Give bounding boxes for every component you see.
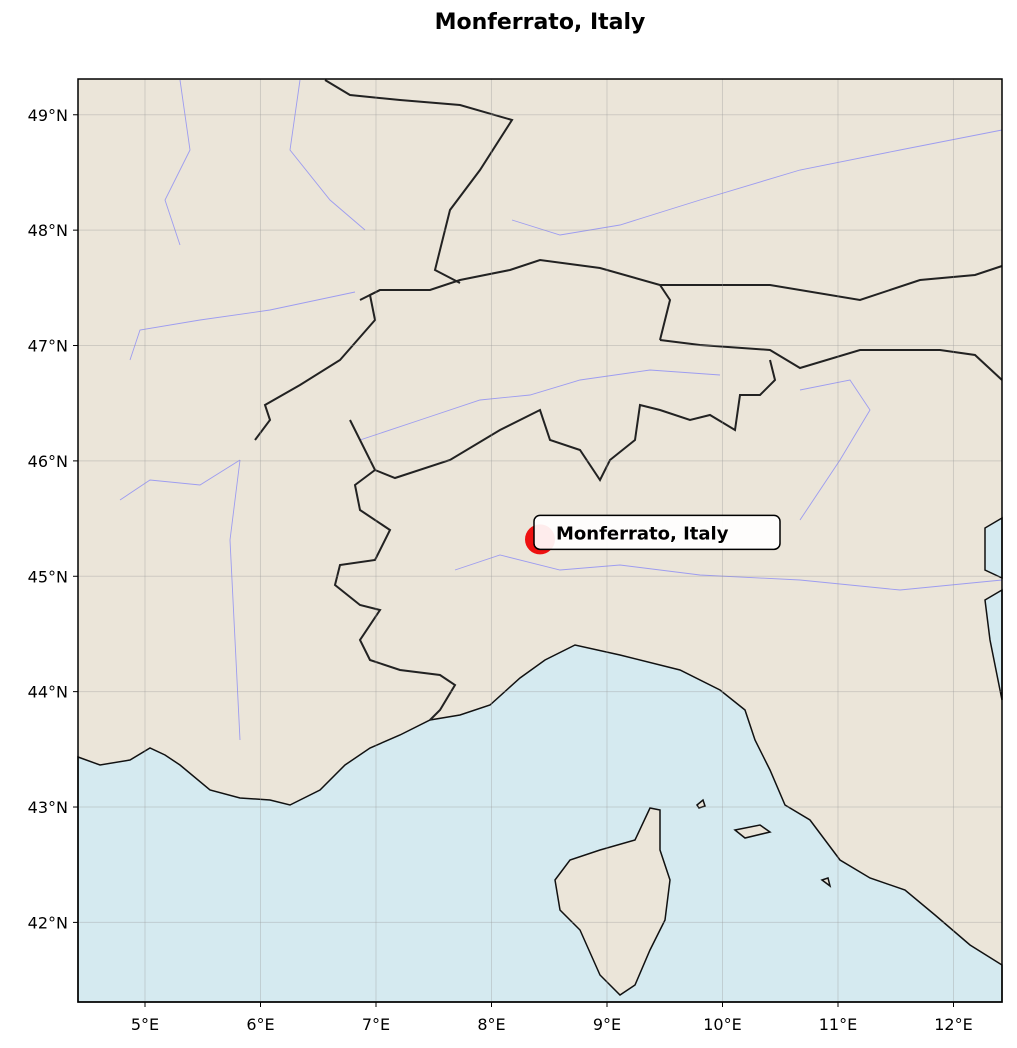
swiss-north-border bbox=[359, 258, 672, 341]
lat-tick-label: 48°N bbox=[28, 221, 68, 240]
borders bbox=[254, 79, 1003, 721]
lon-tick-label: 9°E bbox=[593, 1015, 621, 1034]
lat-tick-label: 47°N bbox=[28, 337, 68, 356]
rivers bbox=[119, 79, 1003, 741]
lat-tick-label: 42°N bbox=[28, 913, 68, 932]
lon-tick-label: 11°E bbox=[819, 1015, 857, 1034]
france-switzerland-border bbox=[254, 289, 381, 441]
lon-tick-label: 7°E bbox=[362, 1015, 390, 1034]
islands bbox=[696, 798, 832, 888]
map-frame bbox=[77, 78, 1003, 1003]
location-label-box bbox=[533, 514, 781, 551]
lon-tick-label: 5°E bbox=[131, 1015, 159, 1034]
lat-tick-label: 44°N bbox=[28, 683, 68, 702]
mediterranean-sea bbox=[77, 644, 1003, 1003]
lon-tick-label: 6°E bbox=[246, 1015, 274, 1034]
lat-tick-label: 43°N bbox=[28, 798, 68, 817]
italy-austria-border bbox=[659, 339, 1003, 381]
lon-tick-label: 10°E bbox=[703, 1015, 741, 1034]
france-germany-border bbox=[324, 79, 514, 284]
lat-tick-label: 45°N bbox=[28, 567, 68, 586]
lat-tick-label: 46°N bbox=[28, 452, 68, 471]
location-label: Monferrato, Italy bbox=[556, 523, 729, 544]
italy-switzerland-border bbox=[349, 359, 777, 482]
corsica bbox=[554, 807, 671, 996]
lat-tick-label: 49°N bbox=[28, 106, 68, 125]
lon-tick-label: 12°E bbox=[934, 1015, 972, 1034]
map-title: Monferrato, Italy bbox=[434, 10, 646, 35]
france-italy-border bbox=[333, 469, 457, 721]
germany-austria-border bbox=[660, 265, 1003, 302]
lon-tick-label: 8°E bbox=[477, 1015, 505, 1034]
